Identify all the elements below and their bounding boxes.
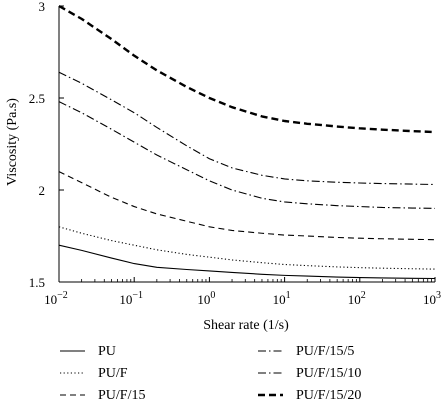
- legend-label: PU: [98, 344, 116, 359]
- legend-label: PU/F/15/5: [296, 344, 354, 359]
- series-line-pu-f-15: [58, 171, 436, 241]
- x-tick-label: 10−2: [44, 290, 68, 307]
- series-line-pu-f-15-5: [58, 101, 436, 209]
- x-tick-label: 101: [273, 290, 291, 307]
- y-tick-label: 1.5: [29, 275, 45, 290]
- y-axis-title: Viscosity (Pa.s): [5, 98, 20, 186]
- x-tick-label: 100: [197, 290, 215, 307]
- x-tick-label: 103: [423, 290, 441, 307]
- plot-area: [58, 4, 436, 280]
- y-tick-label: 3: [39, 0, 46, 14]
- legend-label: PU/F/15/10: [296, 366, 361, 381]
- legend-label: PU/F/15/20: [296, 388, 361, 403]
- x-tick-label: 10−1: [119, 290, 143, 307]
- x-axis-title: Shear rate (1/s): [203, 318, 289, 333]
- series-line-pu-f-15-10: [58, 71, 436, 186]
- y-tick-label: 2.5: [29, 91, 45, 106]
- y-tick-label: 2: [39, 183, 46, 198]
- legend-label: PU/F/15: [98, 388, 145, 403]
- series-line-pu: [58, 244, 436, 280]
- legend-label: PU/F: [98, 366, 128, 381]
- legend: PU PU/F PU/F/15 PU/F/15/5 PU/F/15/10 PU/F/15/…: [60, 344, 361, 403]
- series-line-pu-f: [58, 226, 436, 270]
- axes: 10−2 10−1 100 101 102 103 1.5 2 2.5 3: [29, 0, 441, 307]
- x-tick-label: 102: [348, 290, 366, 307]
- series-line-pu-f-15-20: [58, 4, 436, 134]
